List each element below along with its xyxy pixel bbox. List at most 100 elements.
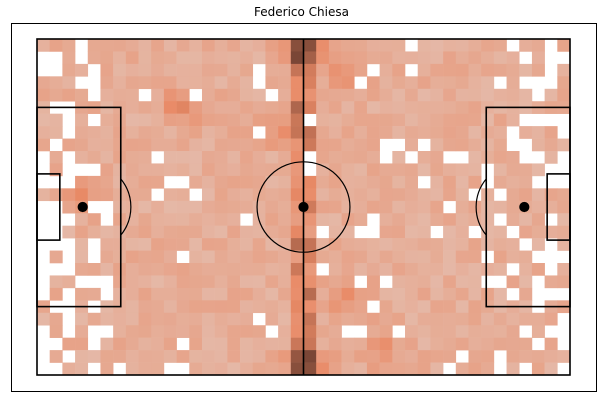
heatmap-cell <box>290 350 304 363</box>
heatmap-cell <box>214 63 228 77</box>
heatmap-cell <box>405 101 419 114</box>
heatmap-cell <box>100 175 114 189</box>
heatmap-cell <box>49 350 63 363</box>
heatmap-cell <box>481 337 495 351</box>
heatmap-cell <box>519 312 533 326</box>
heatmap-cell <box>303 39 317 52</box>
heatmap-cell <box>100 238 114 251</box>
heatmap-cell <box>278 39 292 52</box>
heatmap-cell <box>328 51 342 65</box>
heatmap-cell <box>227 76 241 90</box>
heatmap-cell <box>417 325 431 338</box>
heatmap-cell <box>189 213 203 226</box>
heatmap-cell <box>493 163 507 177</box>
heatmap-cell <box>392 350 406 363</box>
heatmap-cell <box>290 325 304 338</box>
heatmap-cell <box>366 101 380 114</box>
heatmap-cell <box>278 175 292 189</box>
heatmap-cell <box>379 63 393 77</box>
heatmap-cell <box>265 175 279 189</box>
heatmap-cell <box>468 213 482 226</box>
heatmap-cell <box>240 63 254 77</box>
heatmap-cell <box>290 175 304 189</box>
heatmap-cell <box>252 325 266 338</box>
heatmap-cell <box>138 76 152 90</box>
heatmap-cell <box>176 126 190 139</box>
heatmap-cell <box>240 126 254 139</box>
heatmap-cell <box>138 175 152 189</box>
heatmap-cell <box>252 138 266 152</box>
heatmap-cell <box>265 238 279 251</box>
heatmap-cell <box>341 151 355 164</box>
heatmap-cell <box>201 300 215 314</box>
heatmap-cell <box>316 275 330 289</box>
heatmap-cell <box>138 325 152 338</box>
heatmap-cell <box>455 337 469 351</box>
heatmap-cell <box>430 312 444 326</box>
heatmap-cell <box>392 163 406 177</box>
heatmap-cell <box>493 250 507 264</box>
heatmap-cell <box>125 163 139 177</box>
heatmap-cell <box>163 151 177 164</box>
heatmap-cell <box>265 151 279 164</box>
heatmap-cell <box>455 362 469 376</box>
heatmap-cell <box>176 300 190 314</box>
heatmap-cell <box>481 312 495 326</box>
heatmap-cell <box>49 287 63 301</box>
heatmap-cell <box>125 250 139 264</box>
heatmap-cell <box>240 88 254 102</box>
heatmap-cell <box>354 350 368 363</box>
heatmap-cell <box>303 350 317 363</box>
heatmap-cell <box>303 88 317 102</box>
heatmap-cell <box>113 325 127 338</box>
heatmap-cell <box>481 39 495 52</box>
heatmap-cell <box>163 138 177 152</box>
heatmap-cell <box>481 213 495 226</box>
heatmap-cell <box>37 312 50 326</box>
heatmap-cell <box>151 312 165 326</box>
heatmap-cell <box>163 188 177 202</box>
heatmap-cell <box>544 151 558 164</box>
heatmap-cell <box>278 88 292 102</box>
heatmap-cell <box>240 51 254 65</box>
heatmap-cell <box>328 151 342 164</box>
heatmap-cell <box>189 138 203 152</box>
heatmap-cell <box>557 76 571 90</box>
heatmap-cell <box>49 39 63 52</box>
heatmap-cell <box>354 126 368 139</box>
heatmap-cell <box>455 138 469 152</box>
heatmap-cell <box>506 275 520 289</box>
heatmap-cell <box>189 325 203 338</box>
heatmap-cell <box>240 113 254 127</box>
heatmap-cell <box>227 138 241 152</box>
heatmap-cell <box>493 63 507 77</box>
heatmap-cell <box>366 238 380 251</box>
heatmap-cell <box>189 225 203 239</box>
heatmap-cell <box>379 101 393 114</box>
heatmap-cell <box>75 238 89 251</box>
heatmap-cell <box>519 63 533 77</box>
heatmap-cell <box>163 126 177 139</box>
heatmap-cell <box>278 188 292 202</box>
heatmap-cell <box>405 287 419 301</box>
heatmap-cell <box>240 200 254 214</box>
heatmap-cell <box>240 362 254 376</box>
heatmap-cell <box>430 200 444 214</box>
heatmap-cell <box>113 126 127 139</box>
heatmap-cell <box>176 325 190 338</box>
heatmap-cell <box>290 63 304 77</box>
heatmap-cell <box>214 76 228 90</box>
heatmap-cell <box>138 238 152 251</box>
heatmap-cell <box>113 275 127 289</box>
heatmap-cell <box>163 113 177 127</box>
heatmap-cell <box>468 126 482 139</box>
right-penalty-arc <box>475 178 487 236</box>
heatmap-cell <box>201 175 215 189</box>
heatmap-cell <box>87 263 101 276</box>
heatmap-cell <box>138 188 152 202</box>
heatmap-cell <box>189 312 203 326</box>
heatmap-cell <box>227 151 241 164</box>
heatmap-cell <box>455 175 469 189</box>
heatmap-cell <box>506 238 520 251</box>
heatmap-cell <box>468 263 482 276</box>
